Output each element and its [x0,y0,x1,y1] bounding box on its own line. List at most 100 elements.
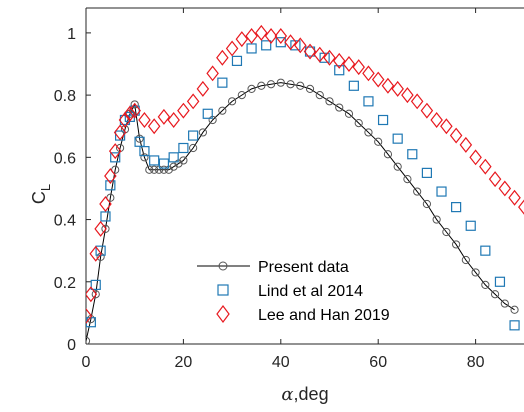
point-lind-12 [149,155,160,166]
point-present-data-52 [490,290,500,299]
point-present-data-28 [257,81,266,90]
point-lee-14 [167,112,180,128]
point-present-data-4 [101,224,110,233]
point-lee-21 [235,31,249,48]
point-lind-21 [261,40,272,51]
point-lind-24 [304,46,316,57]
point-present-data-21 [189,143,198,153]
y-tick-label-4: 0.8 [54,88,76,105]
x-tick-label-0: 0 [82,354,91,371]
point-lind-37 [494,276,506,287]
point-present-data-41 [383,150,393,159]
tick-labels: 0 20 40 60 80 0 0.2 0.4 0.6 0.8 1 [54,26,485,371]
point-present-data-40 [374,137,383,146]
x-axis-label-symbol: α [281,384,293,405]
point-present-data-27 [247,84,256,93]
point-lee-26 [284,34,297,51]
point-lind-31 [407,149,418,160]
point-lee-3 [94,220,107,237]
point-present-data-11 [135,134,144,143]
point-lind-38 [509,320,520,331]
series-layer [86,24,524,344]
x-tick-label-3: 60 [369,354,387,371]
point-lee-16 [186,93,200,110]
point-lee-44 [459,136,473,153]
point-present-data-42 [393,162,402,171]
point-present-data-35 [325,97,334,106]
point-lee-22 [245,28,258,44]
x-axis-label-unit: ,deg [294,384,329,404]
point-lind-16 [188,130,199,141]
point-lee-27 [294,37,307,54]
point-lee-24 [264,28,278,44]
point-lind-32 [421,167,432,178]
point-lind-18 [217,77,228,88]
y-tick-label-1: 0.2 [54,275,76,292]
point-lee-0 [86,308,93,324]
legend-marker-lee [216,305,230,323]
point-lee-2 [89,245,103,262]
point-lind-35 [465,220,476,231]
point-lind-5 [110,152,121,163]
point-present-data-14 [150,165,159,174]
legend-marker-lind [217,284,229,296]
point-lind-29 [377,114,389,126]
point-lind-15 [178,142,189,154]
point-lee-28 [303,43,317,60]
point-present-data-49 [461,255,470,265]
point-lind-27 [348,80,359,91]
y-tick-label-0: 0 [67,337,76,354]
point-present-data-34 [315,91,324,100]
point-present-data-33 [305,84,315,93]
point-lee-15 [177,102,190,119]
point-lee-33 [352,59,365,76]
point-lee-17 [196,80,210,97]
point-lind-34 [451,202,462,213]
point-present-data-38 [354,119,363,128]
y-tick-label-5: 1 [67,26,76,43]
point-present-data-39 [364,128,373,137]
point-lee-38 [401,87,414,104]
point-present-data-45 [422,199,431,209]
point-present-data-50 [471,268,480,277]
point-lee-10 [128,102,141,119]
y-axis-label-sub: L [38,184,53,191]
point-lee-8 [118,112,132,128]
legend-label-lee: Lee and Han 2019 [258,307,390,324]
point-present-data-30 [276,78,285,87]
point-lee-6 [108,143,122,160]
legend-label-lind: Lind et al 2014 [258,283,363,300]
point-lind-13 [158,158,170,169]
point-lee-7 [113,124,127,141]
plot-area [86,8,524,344]
point-present-data-51 [481,280,490,289]
point-lee-40 [420,102,434,119]
x-axis-label: α,deg [281,384,328,405]
point-lind-28 [363,96,374,107]
point-lee-34 [362,65,375,82]
point-lee-30 [323,49,336,66]
legend-label-present-data: Present data [258,259,349,276]
point-lee-36 [381,77,395,94]
point-lee-32 [342,56,356,72]
point-present-data-43 [403,175,412,184]
point-present-data-54 [510,305,519,314]
point-present-data-53 [500,299,509,308]
point-lee-5 [104,168,117,184]
point-present-data-31 [286,80,295,89]
series-2 [86,24,524,324]
point-present-data-20 [179,156,188,165]
point-lind-4 [105,180,116,191]
point-lee-1 [86,286,98,303]
point-lee-49 [508,189,521,206]
point-lee-48 [498,180,512,197]
point-lind-26 [334,65,345,76]
point-lee-20 [225,40,239,57]
point-present-data-44 [413,187,422,196]
point-lee-39 [410,93,424,110]
point-lee-31 [332,52,346,69]
point-present-data-2 [91,290,100,299]
legend-entry-lind: Lind et al 2014 [217,283,363,300]
point-present-data-13 [145,165,154,174]
y-axis-label-main: C [29,191,49,204]
